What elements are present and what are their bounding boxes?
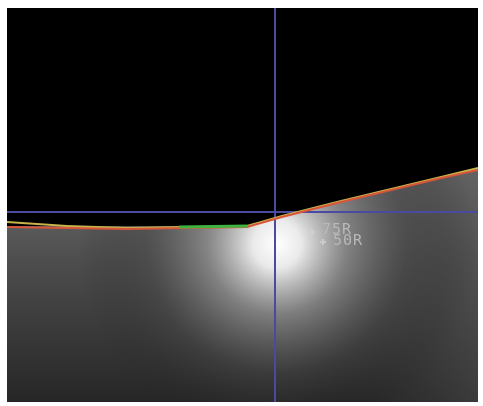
point-50r-label: 50R — [333, 231, 364, 249]
cross-marker-icon — [309, 229, 315, 235]
cutoff-line-red — [7, 169, 478, 231]
beam-pattern-canvas — [7, 8, 478, 402]
beam-pattern-viewport: 75R 50R — [7, 8, 478, 402]
cross-marker-icon — [320, 239, 326, 245]
cutoff-line-green — [178, 224, 248, 229]
point-75r-label: 75R — [322, 220, 353, 238]
beam-hotspot — [7, 168, 478, 402]
